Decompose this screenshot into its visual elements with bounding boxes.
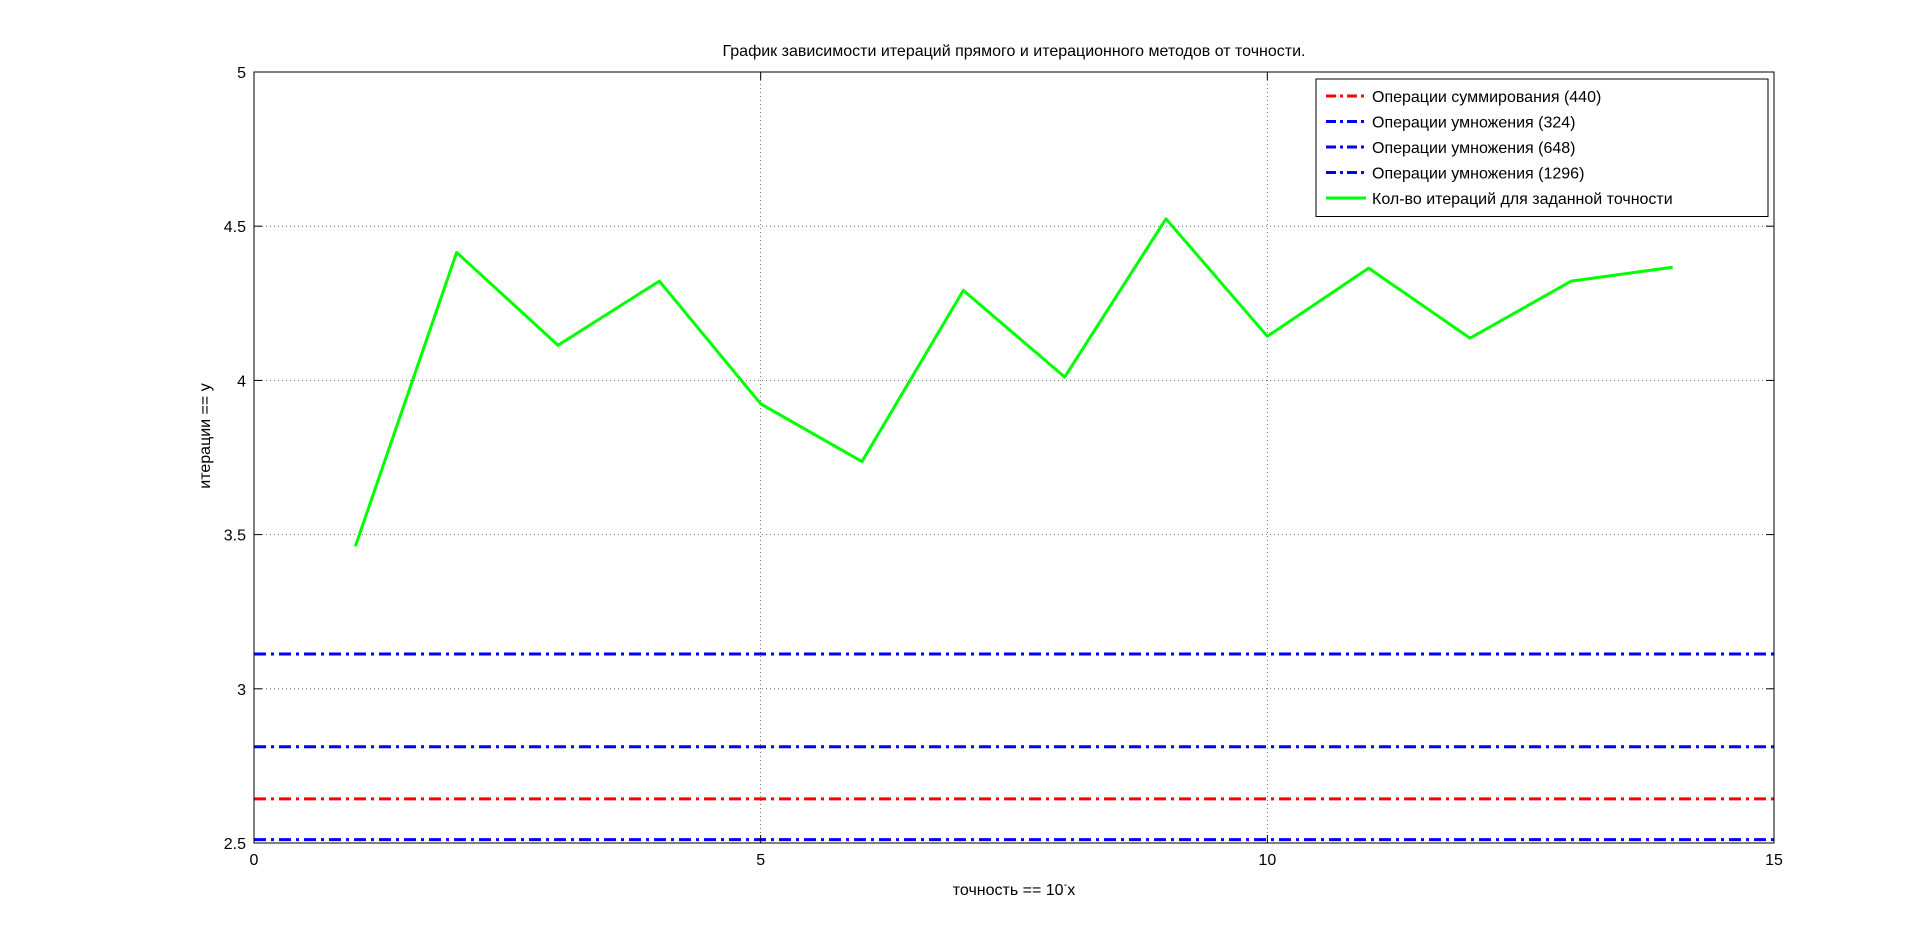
y-tick-label: 5 [237,65,246,82]
y-tick-label: 3 [237,682,246,699]
chart-title: График зависимости итераций прямого и ит… [723,43,1306,60]
x-tick-label: 5 [756,852,765,869]
legend-entry-label: Операции суммирования (440) [1372,89,1601,106]
y-tick-label: 2.5 [224,836,246,853]
y-tick-label: 3.5 [224,528,246,545]
y-axis-title: итерации == y [197,383,214,488]
x-axis-title-suffix: x [1067,882,1075,899]
y-tick-label: 4 [237,373,246,390]
series-line-4 [353,217,1673,547]
legend-entry-label: Операции умножения (1296) [1372,166,1584,183]
x-axis-title: точность == 10-x [953,879,1075,899]
legend-entry-label: Операции умножения (648) [1372,140,1576,157]
y-tick-label: 4.5 [224,219,246,236]
x-tick-label: 15 [1765,852,1783,869]
x-axis-title-main: точность == 10 [953,882,1064,899]
x-axis-title-sup: - [1064,879,1068,891]
x-tick-label: 10 [1258,852,1276,869]
x-tick-label: 0 [250,852,259,869]
legend-entry-label: Кол-во итераций для заданной точности [1372,191,1673,208]
legend-box [1315,78,1769,217]
axes-frame [253,71,1775,844]
legend: Операции суммирования (440) Операции умно… [1315,78,1769,217]
legend-entry-label: Операции умножения (324) [1372,115,1576,132]
